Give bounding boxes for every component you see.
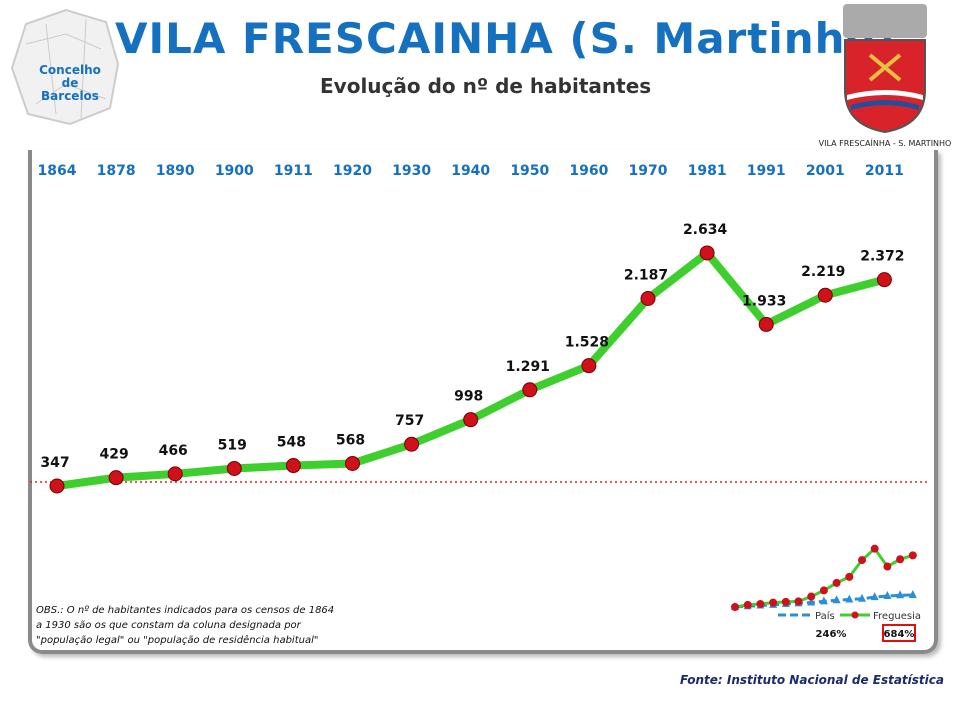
chart-frame (28, 150, 938, 654)
source-credit: Fonte: Instituto Nacional de Estatística (679, 673, 944, 687)
page-title: VILA FRESCAINHA (S. Martinho) (115, 14, 896, 63)
observation-note: OBS.: O nº de habitantes indicados para … (36, 605, 335, 646)
map-icon (10, 8, 120, 126)
svg-text:VILA FRESCAÍNHA - S. MARTINHO: VILA FRESCAÍNHA - S. MARTINHO (819, 137, 952, 148)
barcelos-logo: Concelho de Barcelos (6, 4, 124, 128)
logo-text: Concelho de Barcelos (39, 63, 101, 103)
coat-of-arms: VILA FRESCAÍNHA - S. MARTINHO (819, 4, 952, 148)
chart-subtitle: Evolução do nº de habitantes (320, 74, 652, 98)
